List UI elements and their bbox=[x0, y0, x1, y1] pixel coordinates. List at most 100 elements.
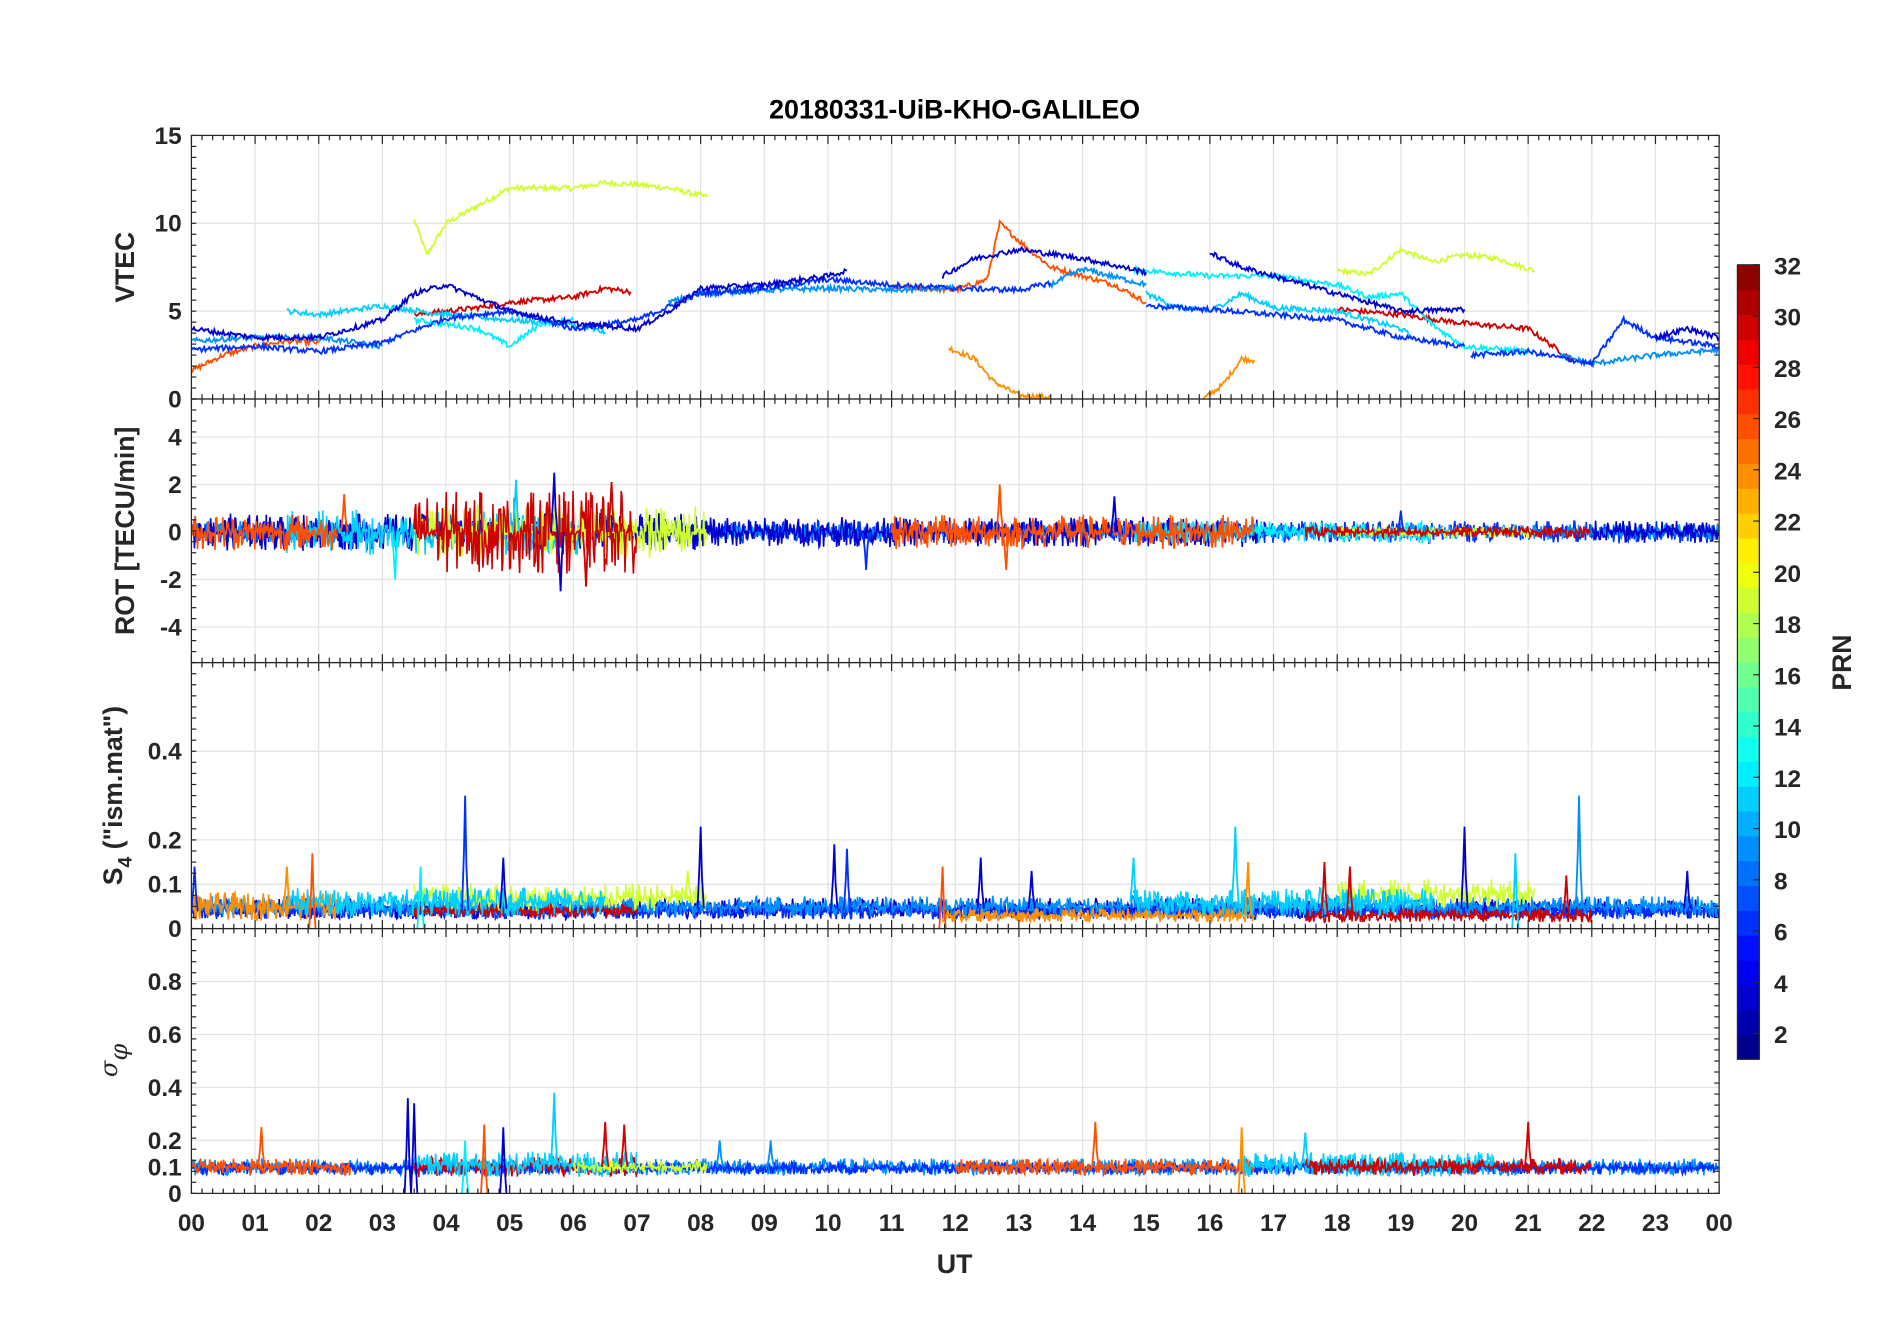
y-tick-label: 0 bbox=[168, 1181, 182, 1208]
colorbar-bin bbox=[1737, 1034, 1760, 1060]
colorbar-bin bbox=[1737, 984, 1760, 1011]
x-tick-label: 05 bbox=[496, 1210, 523, 1237]
x-tick-label: 14 bbox=[1069, 1210, 1097, 1237]
x-tick-label: 11 bbox=[879, 1210, 905, 1237]
y-tick-label: 0.2 bbox=[148, 1128, 182, 1155]
x-tick-label: 22 bbox=[1578, 1210, 1605, 1237]
series-prn-24 bbox=[1202, 354, 1256, 399]
colorbar-bin bbox=[1737, 910, 1760, 936]
colorbar-bin bbox=[1737, 885, 1760, 911]
colorbar-bin bbox=[1737, 289, 1760, 316]
spike-prn-30 bbox=[1345, 866, 1355, 916]
colorbar-tick-label: 14 bbox=[1774, 715, 1802, 742]
colorbar-bin bbox=[1737, 339, 1760, 365]
series-prn-19 bbox=[413, 178, 708, 255]
y-tick-label: -4 bbox=[160, 615, 182, 642]
colorbar-tick-label: 18 bbox=[1774, 612, 1801, 639]
y-axis-label-vtec: VTEC bbox=[110, 232, 140, 303]
series-prn-3 bbox=[1654, 325, 1720, 342]
spike-prn-26 bbox=[257, 1127, 266, 1167]
y-tick-label: 0 bbox=[168, 387, 182, 414]
spike-prn-12 bbox=[416, 866, 425, 929]
x-tick-label: 08 bbox=[687, 1210, 714, 1237]
spike-prn-30 bbox=[582, 531, 591, 587]
y-tick-label: 0 bbox=[168, 520, 182, 547]
colorbar-bin bbox=[1737, 587, 1760, 613]
chart-title: 20180331-UiB-KHO-GALILEO bbox=[769, 95, 1140, 125]
x-tick-label: 12 bbox=[942, 1210, 969, 1237]
series-prn-3 bbox=[191, 267, 848, 344]
y-tick-label: -2 bbox=[160, 567, 182, 594]
x-tick-label: 17 bbox=[1260, 1210, 1287, 1237]
spike-prn-12 bbox=[391, 531, 400, 580]
colorbar-label: PRN bbox=[1827, 635, 1857, 691]
series-prn-26 bbox=[191, 336, 320, 374]
y-tick-label: 0.1 bbox=[148, 1154, 182, 1181]
colorbar-bin bbox=[1737, 661, 1760, 688]
data-layer bbox=[191, 1092, 1720, 1194]
x-tick-label: 00 bbox=[1706, 1210, 1733, 1237]
spike-prn-11 bbox=[1129, 857, 1138, 903]
series-prn-3 bbox=[1591, 520, 1720, 544]
spike-prn-12 bbox=[461, 1140, 470, 1194]
x-tick-label: 18 bbox=[1324, 1210, 1351, 1237]
colorbar-bin bbox=[1737, 959, 1760, 986]
spike-prn-24 bbox=[282, 866, 291, 907]
spike-prn-11 bbox=[1511, 853, 1520, 929]
panel-1: -4 -2 0 2 4 bbox=[160, 398, 1720, 664]
x-tick-label: 06 bbox=[560, 1210, 587, 1237]
spike-prn-11 bbox=[550, 1092, 559, 1165]
spike-prn-3 bbox=[830, 844, 839, 909]
series-prn-19 bbox=[1336, 879, 1536, 908]
y-label-main: σ bbox=[94, 1059, 123, 1077]
spike-prn-24 bbox=[1243, 862, 1253, 916]
data-layer bbox=[191, 178, 1720, 399]
colorbar-bin bbox=[1737, 314, 1760, 340]
series-prn-30 bbox=[1304, 1156, 1592, 1177]
spike-prn-6 bbox=[1396, 510, 1405, 533]
y-axis-label-s4: S4 ("ism.mat") bbox=[98, 706, 137, 885]
spike-prn-3 bbox=[976, 857, 985, 909]
x-tick-label: 07 bbox=[623, 1210, 650, 1237]
y-label-rest: ("ism.mat") bbox=[98, 706, 128, 857]
y-tick-label: 0.1 bbox=[148, 872, 182, 899]
spike-prn-26 bbox=[995, 484, 1004, 533]
x-tick-label: 13 bbox=[1005, 1210, 1032, 1237]
spike-prn-3 bbox=[1683, 870, 1692, 909]
spike-prn-3 bbox=[1027, 870, 1036, 909]
series-prn-26 bbox=[191, 514, 339, 551]
colorbar-bin bbox=[1737, 438, 1760, 464]
spike-prn-3 bbox=[556, 531, 565, 592]
series-prn-26 bbox=[954, 1157, 1255, 1178]
x-tick-label: 09 bbox=[751, 1210, 778, 1237]
colorbar-tick-label: 24 bbox=[1774, 459, 1802, 486]
spike-prn-26 bbox=[1002, 531, 1011, 571]
series-prn-12 bbox=[413, 316, 575, 348]
colorbar-bin bbox=[1737, 935, 1760, 961]
y-tick-label: 0.8 bbox=[148, 969, 182, 996]
spike-prn-19 bbox=[683, 870, 692, 898]
spike-prn-3 bbox=[410, 1103, 419, 1194]
spike-prn-3 bbox=[550, 472, 559, 533]
spike-prn-26 bbox=[938, 866, 947, 929]
colorbar-bin bbox=[1737, 388, 1760, 415]
series-prn-11 bbox=[413, 1151, 638, 1177]
colorbar-bin bbox=[1737, 488, 1760, 514]
colorbar-bin bbox=[1737, 612, 1760, 638]
x-tick-label: 19 bbox=[1387, 1210, 1414, 1237]
spike-prn-3 bbox=[499, 857, 508, 909]
y-tick-label: 2 bbox=[168, 472, 182, 499]
y-tick-label: 5 bbox=[168, 299, 182, 326]
spike-prn-6 bbox=[862, 531, 871, 571]
colorbar-tick-label: 12 bbox=[1774, 766, 1801, 793]
series-prn-19 bbox=[572, 1159, 708, 1175]
y-tick-label: 15 bbox=[155, 123, 182, 150]
colorbar-bin bbox=[1737, 711, 1760, 738]
x-axis-label: UT bbox=[937, 1249, 973, 1279]
y-label-sub: φ bbox=[104, 1044, 133, 1061]
colorbar-bin bbox=[1737, 562, 1760, 589]
series-prn-11 bbox=[1132, 886, 1433, 917]
x-tick-label: 16 bbox=[1196, 1210, 1223, 1237]
colorbar-bin bbox=[1737, 835, 1760, 862]
panels: 051015-4-202400.10.20.400.10.20.40.60.80… bbox=[148, 123, 1733, 1237]
